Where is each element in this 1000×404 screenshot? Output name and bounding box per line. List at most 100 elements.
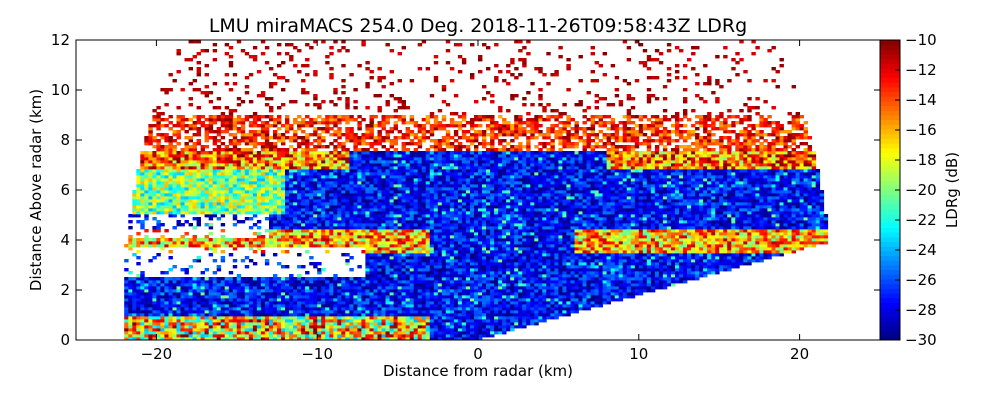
heatmap-cell [309, 301, 314, 305]
heatmap-cell [256, 178, 262, 182]
heatmap-cell [160, 172, 165, 176]
heatmap-cell [309, 310, 314, 314]
heatmap-cell [248, 178, 254, 182]
heatmap-cell [168, 313, 173, 317]
heatmap-cell [377, 175, 382, 179]
heatmap-cell [417, 214, 423, 218]
heatmap-cell [433, 115, 439, 119]
heatmap-cell [341, 172, 346, 176]
heatmap-cell [341, 283, 346, 287]
heatmap-cell [365, 283, 370, 287]
heatmap-cell [208, 292, 214, 296]
heatmap-cell [301, 205, 306, 209]
heatmap-cell [389, 202, 394, 206]
heatmap-cell [429, 127, 435, 131]
heatmap-cell [224, 208, 230, 212]
heatmap-cell [281, 211, 286, 215]
heatmap-cell [216, 238, 222, 242]
heatmap-cell [228, 310, 234, 314]
heatmap-cell [160, 196, 165, 200]
heatmap-cell [337, 118, 342, 122]
heatmap-cell [373, 295, 378, 299]
heatmap-cell [228, 109, 234, 113]
heatmap-cell [401, 289, 406, 293]
heatmap-cell [413, 217, 419, 221]
heatmap-cell [377, 79, 382, 83]
heatmap-cell [429, 172, 435, 176]
heatmap-cell [325, 238, 330, 242]
heatmap-cell [220, 157, 226, 161]
heatmap-cell [421, 139, 427, 143]
heatmap-cell [289, 196, 294, 200]
heatmap-cell [333, 244, 338, 248]
heatmap-cell [349, 283, 354, 287]
heatmap-cell [437, 172, 443, 176]
heatmap-cell [409, 253, 415, 257]
heatmap-cell [361, 232, 366, 236]
heatmap-cell [136, 199, 141, 203]
heatmap-cell [345, 106, 350, 110]
heatmap-cell [373, 94, 378, 98]
heatmap-cell [164, 148, 169, 152]
heatmap-cell [224, 316, 230, 320]
heatmap-cell [417, 310, 423, 314]
heatmap-cell [393, 172, 398, 176]
heatmap-cell [281, 208, 286, 212]
heatmap-cell [329, 328, 334, 332]
heatmap-cell [345, 235, 350, 239]
heatmap-cell [196, 283, 201, 287]
heatmap-cell [421, 292, 427, 296]
heatmap-cell [252, 325, 258, 329]
heatmap-cell [433, 307, 439, 311]
heatmap-cell [164, 91, 169, 95]
heatmap-cell [236, 238, 242, 242]
heatmap-cell [333, 214, 338, 218]
heatmap-cell [232, 151, 238, 155]
heatmap-cell [421, 286, 427, 290]
heatmap-cell [357, 304, 362, 308]
heatmap-cell [357, 202, 362, 206]
heatmap-cell [429, 190, 435, 194]
heatmap-cell [373, 334, 378, 338]
heatmap-cell [337, 145, 342, 149]
heatmap-cell [132, 313, 137, 317]
heatmap-cell [373, 331, 378, 335]
heatmap-cell [172, 214, 177, 218]
heatmap-cell [269, 142, 274, 146]
heatmap-cell [345, 253, 350, 257]
heatmap-cell [176, 319, 181, 323]
heatmap-cell [144, 217, 149, 221]
heatmap-cell [228, 157, 234, 161]
heatmap-cell [313, 190, 318, 194]
heatmap-cell [164, 319, 169, 323]
heatmap-cell [204, 199, 209, 203]
heatmap-cell [365, 244, 370, 248]
heatmap-cell [341, 214, 346, 218]
heatmap-cell [192, 79, 197, 83]
heatmap-cell [365, 184, 370, 188]
heatmap-cell [248, 115, 254, 119]
heatmap-cell [393, 208, 398, 212]
heatmap-cell [228, 292, 234, 296]
heatmap-cell [397, 325, 402, 329]
heatmap-cell [421, 238, 427, 242]
heatmap-cell [393, 175, 398, 179]
heatmap-cell [184, 268, 189, 272]
heatmap-cell [417, 196, 423, 200]
heatmap-cell [381, 286, 386, 290]
heatmap-cell [441, 280, 447, 284]
heatmap-cell [188, 151, 193, 155]
heatmap-cell [277, 223, 282, 227]
heatmap-cell [429, 163, 435, 167]
heatmap-cell [349, 235, 354, 239]
heatmap-cell [212, 250, 218, 254]
heatmap-cell [188, 265, 193, 269]
heatmap-cell [228, 328, 234, 332]
heatmap-cell [224, 301, 230, 305]
heatmap-cell [273, 238, 278, 242]
heatmap-cell [377, 142, 382, 146]
heatmap-cell [301, 313, 306, 317]
heatmap-cell [164, 172, 169, 176]
heatmap-cell [357, 124, 362, 128]
heatmap-cell [216, 202, 222, 206]
